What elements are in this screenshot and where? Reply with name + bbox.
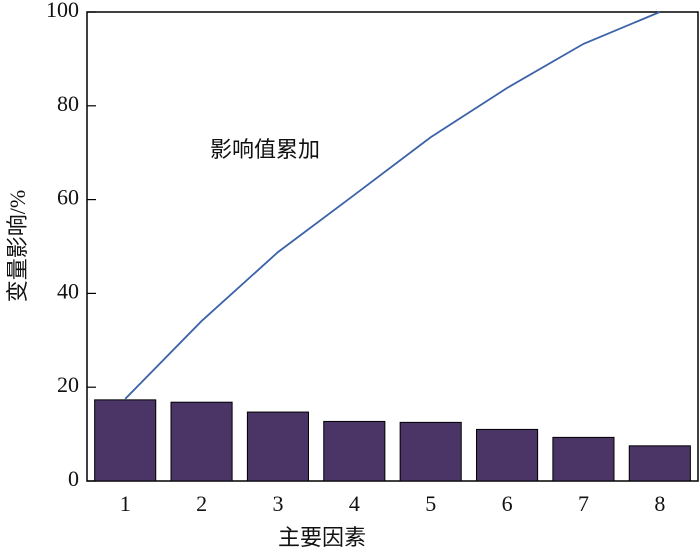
y-tick-label: 100 bbox=[46, 0, 79, 22]
y-tick-label: 60 bbox=[57, 185, 79, 210]
bar bbox=[170, 401, 233, 482]
cumulative-line bbox=[124, 11, 661, 400]
x-tick-label: 8 bbox=[654, 491, 665, 516]
y-tick-label: 0 bbox=[68, 466, 79, 491]
y-tick-label: 80 bbox=[57, 91, 79, 116]
bar bbox=[246, 411, 309, 482]
bar bbox=[552, 436, 615, 482]
plot-frame bbox=[86, 11, 699, 482]
y-tick-label: 40 bbox=[57, 278, 79, 303]
x-tick-label: 2 bbox=[196, 491, 207, 516]
bar bbox=[323, 420, 386, 482]
x-tick-label: 5 bbox=[425, 491, 436, 516]
x-axis-label: 主要因素 bbox=[278, 525, 366, 550]
bar bbox=[476, 428, 539, 482]
y-tick-label: 20 bbox=[57, 372, 79, 397]
x-tick-label: 4 bbox=[349, 491, 360, 516]
x-tick-label: 3 bbox=[272, 491, 283, 516]
x-tick-label: 1 bbox=[120, 491, 131, 516]
x-tick-label: 7 bbox=[578, 491, 589, 516]
x-tick-label: 6 bbox=[502, 491, 513, 516]
bar bbox=[399, 421, 462, 482]
y-axis-label: 变量影响/% bbox=[5, 190, 30, 302]
line-annotation: 影响值累加 bbox=[210, 137, 320, 162]
bar bbox=[628, 445, 691, 482]
bar bbox=[94, 399, 157, 482]
